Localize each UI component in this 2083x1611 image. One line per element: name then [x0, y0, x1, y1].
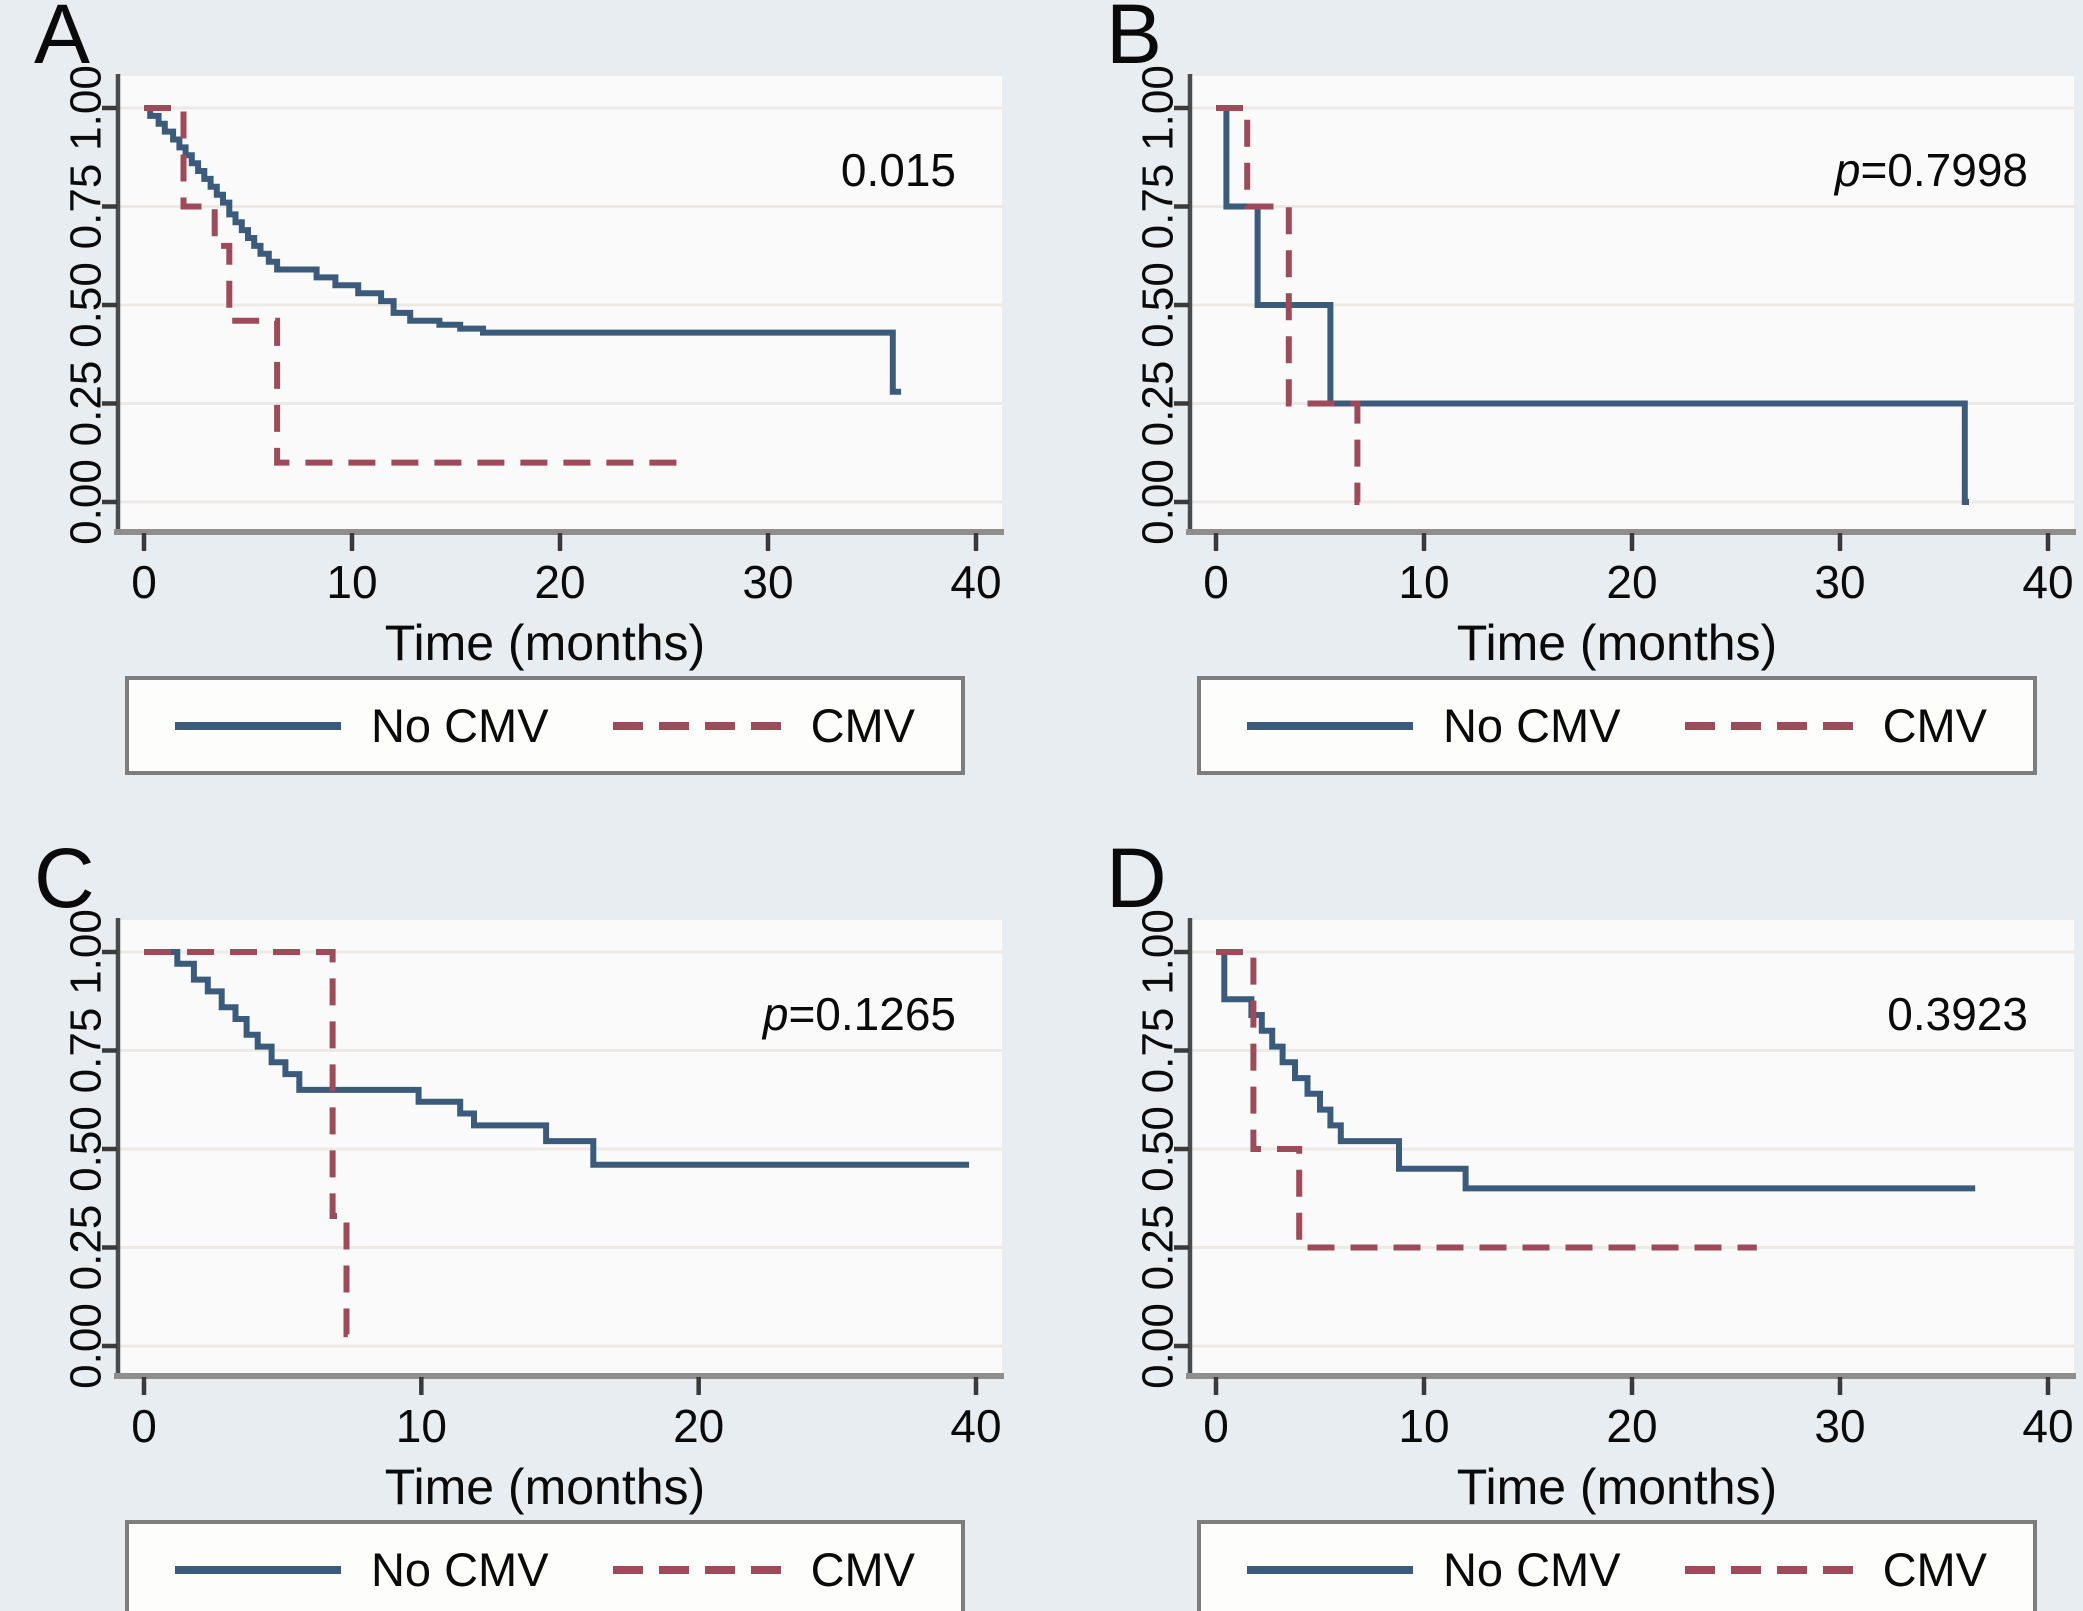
y-tick-label: 0.50	[70, 262, 111, 348]
legend-label-no-cmv: No CMV	[370, 699, 549, 752]
x-tick-label: 20	[673, 1400, 724, 1452]
panel-letter: C	[34, 831, 95, 925]
km-curve-no-cmv	[144, 949, 970, 1168]
y-tick-label: 0.25	[1142, 361, 1183, 447]
legend: No CMV CMV	[70, 676, 1020, 775]
x-tick-label: 0	[131, 556, 157, 608]
km-curve-no-cmv	[1216, 105, 1969, 505]
legend-label-no-cmv: No CMV	[370, 1543, 549, 1596]
x-tick-label: 0	[131, 1400, 157, 1452]
x-tick-label: 40	[2022, 556, 2073, 608]
legend: No CMV CMV	[70, 1520, 1020, 1611]
x-axis-title: Time (months)	[384, 615, 706, 671]
km-curve-no-cmv	[144, 105, 902, 395]
y-tick-label: 0.00	[1142, 459, 1183, 545]
km-plot: 0.00 0.25 0.50 0.75 1.00 0 10 20 30 40 0.015	[70, 65, 1004, 608]
legend: No CMV CMV	[1142, 1520, 2083, 1611]
y-tick-label: 0.75	[1142, 1008, 1183, 1094]
x-tick-label: 40	[2022, 1400, 2073, 1452]
y-tick-label: 0.75	[70, 164, 111, 250]
x-tick-label: 30	[1814, 1400, 1865, 1452]
legend-line-dashed	[612, 1565, 781, 1574]
y-tick-label: 1.00	[70, 909, 111, 995]
y-tick-label: 0.75	[1142, 164, 1183, 250]
y-tick-label: 0.25	[1142, 1205, 1183, 1291]
km-panel-A: A 0.00 0.25 0.50 0.75 1.00 0 10 20 30 40 0.015 Tim…	[20, 0, 1020, 775]
legend-box: No CMV CMV	[124, 1520, 966, 1611]
x-axis-title: Time (months)	[1456, 1459, 1778, 1515]
x-tick-label: 20	[1606, 1400, 1657, 1452]
x-tick-label: 10	[1398, 1400, 1449, 1452]
y-tick-label: 0.00	[1142, 1303, 1183, 1389]
x-tick-label: 40	[950, 1400, 1001, 1452]
p-value-annotation: 0.3923	[1887, 988, 2028, 1040]
legend-box: No CMV CMV	[124, 676, 966, 775]
x-tick-label: 20	[1606, 556, 1657, 608]
x-axis-title: Time (months)	[1456, 615, 1778, 671]
x-tick-label: 40	[950, 556, 1001, 608]
legend-label-cmv: CMV	[810, 1543, 916, 1596]
legend-label-no-cmv: No CMV	[1442, 699, 1621, 752]
p-value-annotation: p=0.7998	[1833, 144, 2028, 196]
panel-letter: B	[1106, 0, 1163, 81]
legend: No CMV CMV	[1142, 676, 2083, 775]
legend-label-cmv: CMV	[810, 699, 916, 752]
x-tick-label: 10	[326, 556, 377, 608]
y-tick-label: 1.00	[70, 65, 111, 151]
km-curve-cmv	[144, 949, 350, 1338]
km-plot: 0.00 0.25 0.50 0.75 1.00 0 10 20 40 p=0.1265	[70, 909, 1004, 1452]
x-tick-label: 30	[1814, 556, 1865, 608]
x-tick-label: 30	[742, 556, 793, 608]
panel-letter: A	[34, 0, 91, 81]
legend-line-solid	[174, 1565, 341, 1574]
km-panel-D: D 0.00 0.25 0.50 0.75 1.00 0 10 20 30 40 0.3923 Ti…	[1092, 836, 2083, 1611]
legend-label-cmv: CMV	[1882, 699, 1988, 752]
y-tick-label: 0.50	[1142, 262, 1183, 348]
legend-label-no-cmv: No CMV	[1442, 1543, 1621, 1596]
x-tick-label: 10	[1398, 556, 1449, 608]
y-tick-label: 0.75	[70, 1008, 111, 1094]
x-tick-label: 20	[534, 556, 585, 608]
y-tick-label: 0.25	[70, 1205, 111, 1291]
km-plot: 0.00 0.25 0.50 0.75 1.00 0 10 20 30 40 p=0.7998	[1142, 65, 2076, 608]
km-panel-C: C 0.00 0.25 0.50 0.75 1.00 0 10 20 40 p=0.1265 Ti…	[20, 836, 1020, 1611]
km-curve-cmv	[1216, 105, 1361, 505]
y-tick-label: 0.50	[1142, 1106, 1183, 1192]
x-tick-label: 0	[1203, 556, 1229, 608]
y-tick-label: 0.00	[70, 459, 111, 545]
x-tick-label: 10	[396, 1400, 447, 1452]
y-tick-label: 1.00	[1142, 65, 1183, 151]
p-value-annotation: 0.015	[841, 144, 956, 196]
km-panel-B: B 0.00 0.25 0.50 0.75 1.00 0 10 20 30 40 p=0.7998 …	[1092, 0, 2083, 775]
y-tick-label: 0.25	[70, 361, 111, 447]
legend-line-dashed	[1684, 721, 1853, 730]
legend-line-dashed	[612, 721, 781, 730]
km-plot: 0.00 0.25 0.50 0.75 1.00 0 10 20 30 40 0.3923	[1142, 909, 2076, 1452]
legend-line-solid	[1246, 721, 1413, 730]
legend-box: No CMV CMV	[1196, 676, 2038, 775]
y-tick-label: 0.00	[70, 1303, 111, 1389]
y-tick-label: 1.00	[1142, 909, 1183, 995]
km-curve-cmv	[1216, 949, 1757, 1251]
y-tick-label: 0.50	[70, 1106, 111, 1192]
p-value-annotation: p=0.1265	[761, 988, 956, 1040]
x-axis-title: Time (months)	[384, 1459, 706, 1515]
x-tick-label: 0	[1203, 1400, 1229, 1452]
legend-line-solid	[1246, 1565, 1413, 1574]
legend-line-solid	[174, 721, 341, 730]
legend-box: No CMV CMV	[1196, 1520, 2038, 1611]
km-curve-cmv	[144, 105, 685, 466]
legend-label-cmv: CMV	[1882, 1543, 1988, 1596]
panel-letter: D	[1106, 831, 1167, 925]
legend-line-dashed	[1684, 1565, 1853, 1574]
